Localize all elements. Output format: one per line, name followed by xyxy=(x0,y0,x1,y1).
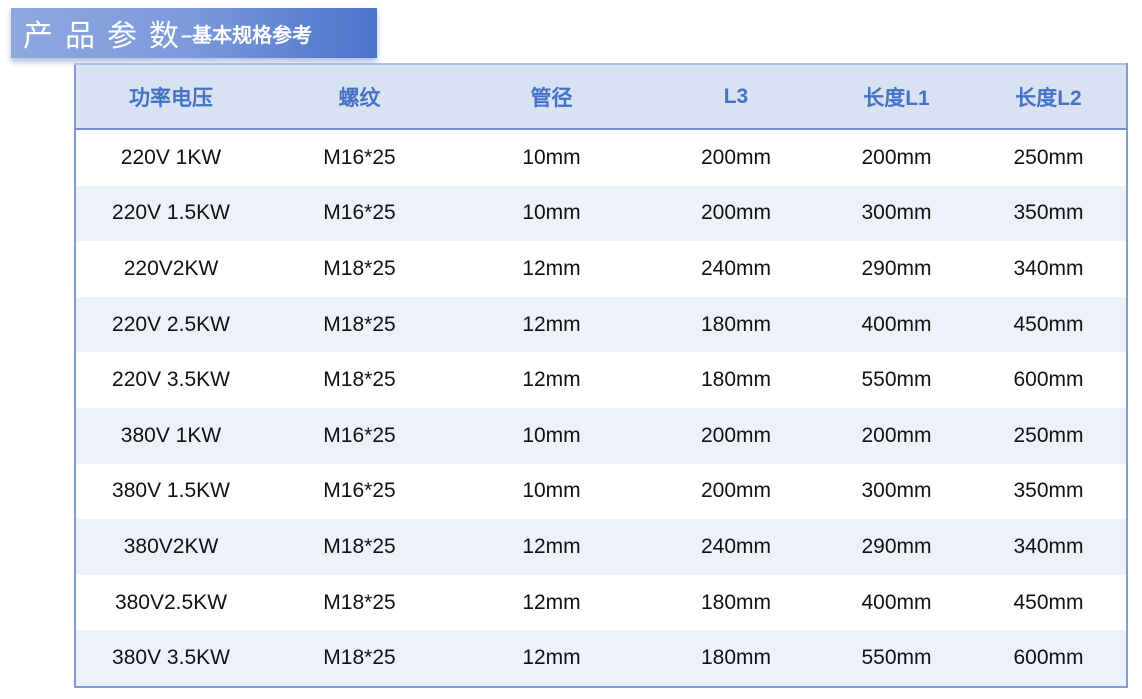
table-cell: 180mm xyxy=(700,368,772,392)
header-row: 功率电压 螺纹 管径 L3 长度L1 长度L2 xyxy=(75,64,1127,130)
table-cell: M18*25 xyxy=(266,519,453,575)
table-cell: 380V 1KW xyxy=(75,407,266,464)
table-cell: 220V2KW xyxy=(123,256,219,280)
table-row: 380V2KW M18*25 12mm 240mm 290mm 340mm xyxy=(75,519,1127,575)
table-cell: 12mm xyxy=(522,590,581,614)
table-cell: M18*25 xyxy=(323,368,396,392)
table-cell: 550mm xyxy=(822,630,971,687)
table-row: 380V 1KW M16*25 10mm 200mm 200mm 250mm xyxy=(75,407,1127,464)
table-cell: 450mm xyxy=(1013,590,1084,614)
table-cell: 290mm xyxy=(822,519,971,575)
table-cell: 300mm xyxy=(822,185,971,242)
table-cell: 380V2KW xyxy=(75,519,266,575)
column-header: 长度L1 xyxy=(822,64,971,130)
spec-table: 功率电压 螺纹 管径 L3 长度L1 长度L2 220V 1KW M16*25 10mm 200… xyxy=(74,63,1128,688)
table-cell: 12mm xyxy=(453,630,650,687)
table-cell: M18*25 xyxy=(323,590,396,614)
title-banner: 产品参数 –基本规格参考 xyxy=(11,8,377,58)
table-cell: 12mm xyxy=(453,296,650,353)
table-cell: 600mm xyxy=(1013,368,1084,392)
table-cell: 220V 1KW xyxy=(120,145,222,169)
table-cell: 220V 3.5KW xyxy=(112,368,230,392)
table-row: 380V 3.5KW M18*25 12mm 180mm 550mm 600mm xyxy=(75,630,1127,687)
table-cell: M18*25 xyxy=(266,296,453,353)
table-cell: M18*25 xyxy=(323,256,396,280)
table-cell: 200mm xyxy=(650,185,822,242)
table-cell: 10mm xyxy=(522,479,581,503)
table-cell: 350mm xyxy=(971,185,1127,242)
table-row: 220V 3.5KW M18*25 12mm 180mm 550mm 600mm xyxy=(75,352,1127,408)
table-cell: 340mm xyxy=(1013,256,1084,280)
table-cell: 180mm xyxy=(650,296,822,353)
table-cell: 220V 2.5KW xyxy=(75,296,266,353)
banner-title: 产品参数 xyxy=(23,19,191,54)
table-cell: M16*25 xyxy=(266,407,453,464)
table-row: 220V 1.5KW M16*25 10mm 200mm 300mm 350mm xyxy=(75,185,1127,242)
table-row: 220V 2.5KW M18*25 12mm 180mm 400mm 450mm xyxy=(75,296,1127,353)
table-cell: 400mm xyxy=(861,590,932,614)
table-cell: M18*25 xyxy=(266,630,453,687)
table-cell: 240mm xyxy=(700,256,772,280)
table-cell: 200mm xyxy=(700,145,772,169)
table-cell: 450mm xyxy=(971,296,1127,353)
table-row: 220V2KW M18*25 12mm 240mm 290mm 340mm xyxy=(75,241,1127,297)
table-row: 380V 1.5KW M16*25 10mm 200mm 300mm 350mm xyxy=(75,464,1127,520)
column-header: 长度L2 xyxy=(971,64,1127,130)
column-header: L3 xyxy=(650,64,822,130)
table-row: 380V2.5KW M18*25 12mm 180mm 400mm 450mm xyxy=(75,575,1127,631)
table-cell: 10mm xyxy=(453,407,650,464)
table-cell: 350mm xyxy=(1013,479,1084,503)
table-cell: M16*25 xyxy=(266,185,453,242)
table-cell: 180mm xyxy=(650,630,822,687)
table-cell: 10mm xyxy=(522,145,581,169)
table-cell: 380V 3.5KW xyxy=(75,630,266,687)
table-cell: M16*25 xyxy=(323,479,396,503)
table-row: 220V 1KW M16*25 10mm 200mm 200mm 250mm xyxy=(75,129,1127,186)
table-cell: 380V 1.5KW xyxy=(112,479,230,503)
table-cell: M16*25 xyxy=(323,145,396,169)
table-cell: 340mm xyxy=(971,519,1127,575)
table-cell: 400mm xyxy=(822,296,971,353)
table-cell: 12mm xyxy=(522,256,581,280)
table-cell: 12mm xyxy=(522,368,581,392)
table-cell: 380V2.5KW xyxy=(114,590,228,614)
table-cell: 10mm xyxy=(453,185,650,242)
table-cell: 240mm xyxy=(650,519,822,575)
table-cell: 180mm xyxy=(700,590,772,614)
table-cell: 550mm xyxy=(861,368,932,392)
table-cell: 600mm xyxy=(971,630,1127,687)
table-cell: 12mm xyxy=(453,519,650,575)
banner-subtitle: –基本规格参考 xyxy=(181,24,313,47)
table-cell: 200mm xyxy=(822,407,971,464)
column-header: 螺纹 xyxy=(266,64,453,130)
table-cell: 200mm xyxy=(700,479,772,503)
table-cell: 290mm xyxy=(861,256,932,280)
column-header: 功率电压 xyxy=(75,64,266,130)
table-cell: 220V 1.5KW xyxy=(75,185,266,242)
table-cell: 200mm xyxy=(650,407,822,464)
table-cell: 250mm xyxy=(1013,145,1084,169)
table-cell: 300mm xyxy=(861,479,932,503)
table-cell: 250mm xyxy=(971,407,1127,464)
table-cell: 200mm xyxy=(861,145,932,169)
column-header: 管径 xyxy=(453,64,650,130)
